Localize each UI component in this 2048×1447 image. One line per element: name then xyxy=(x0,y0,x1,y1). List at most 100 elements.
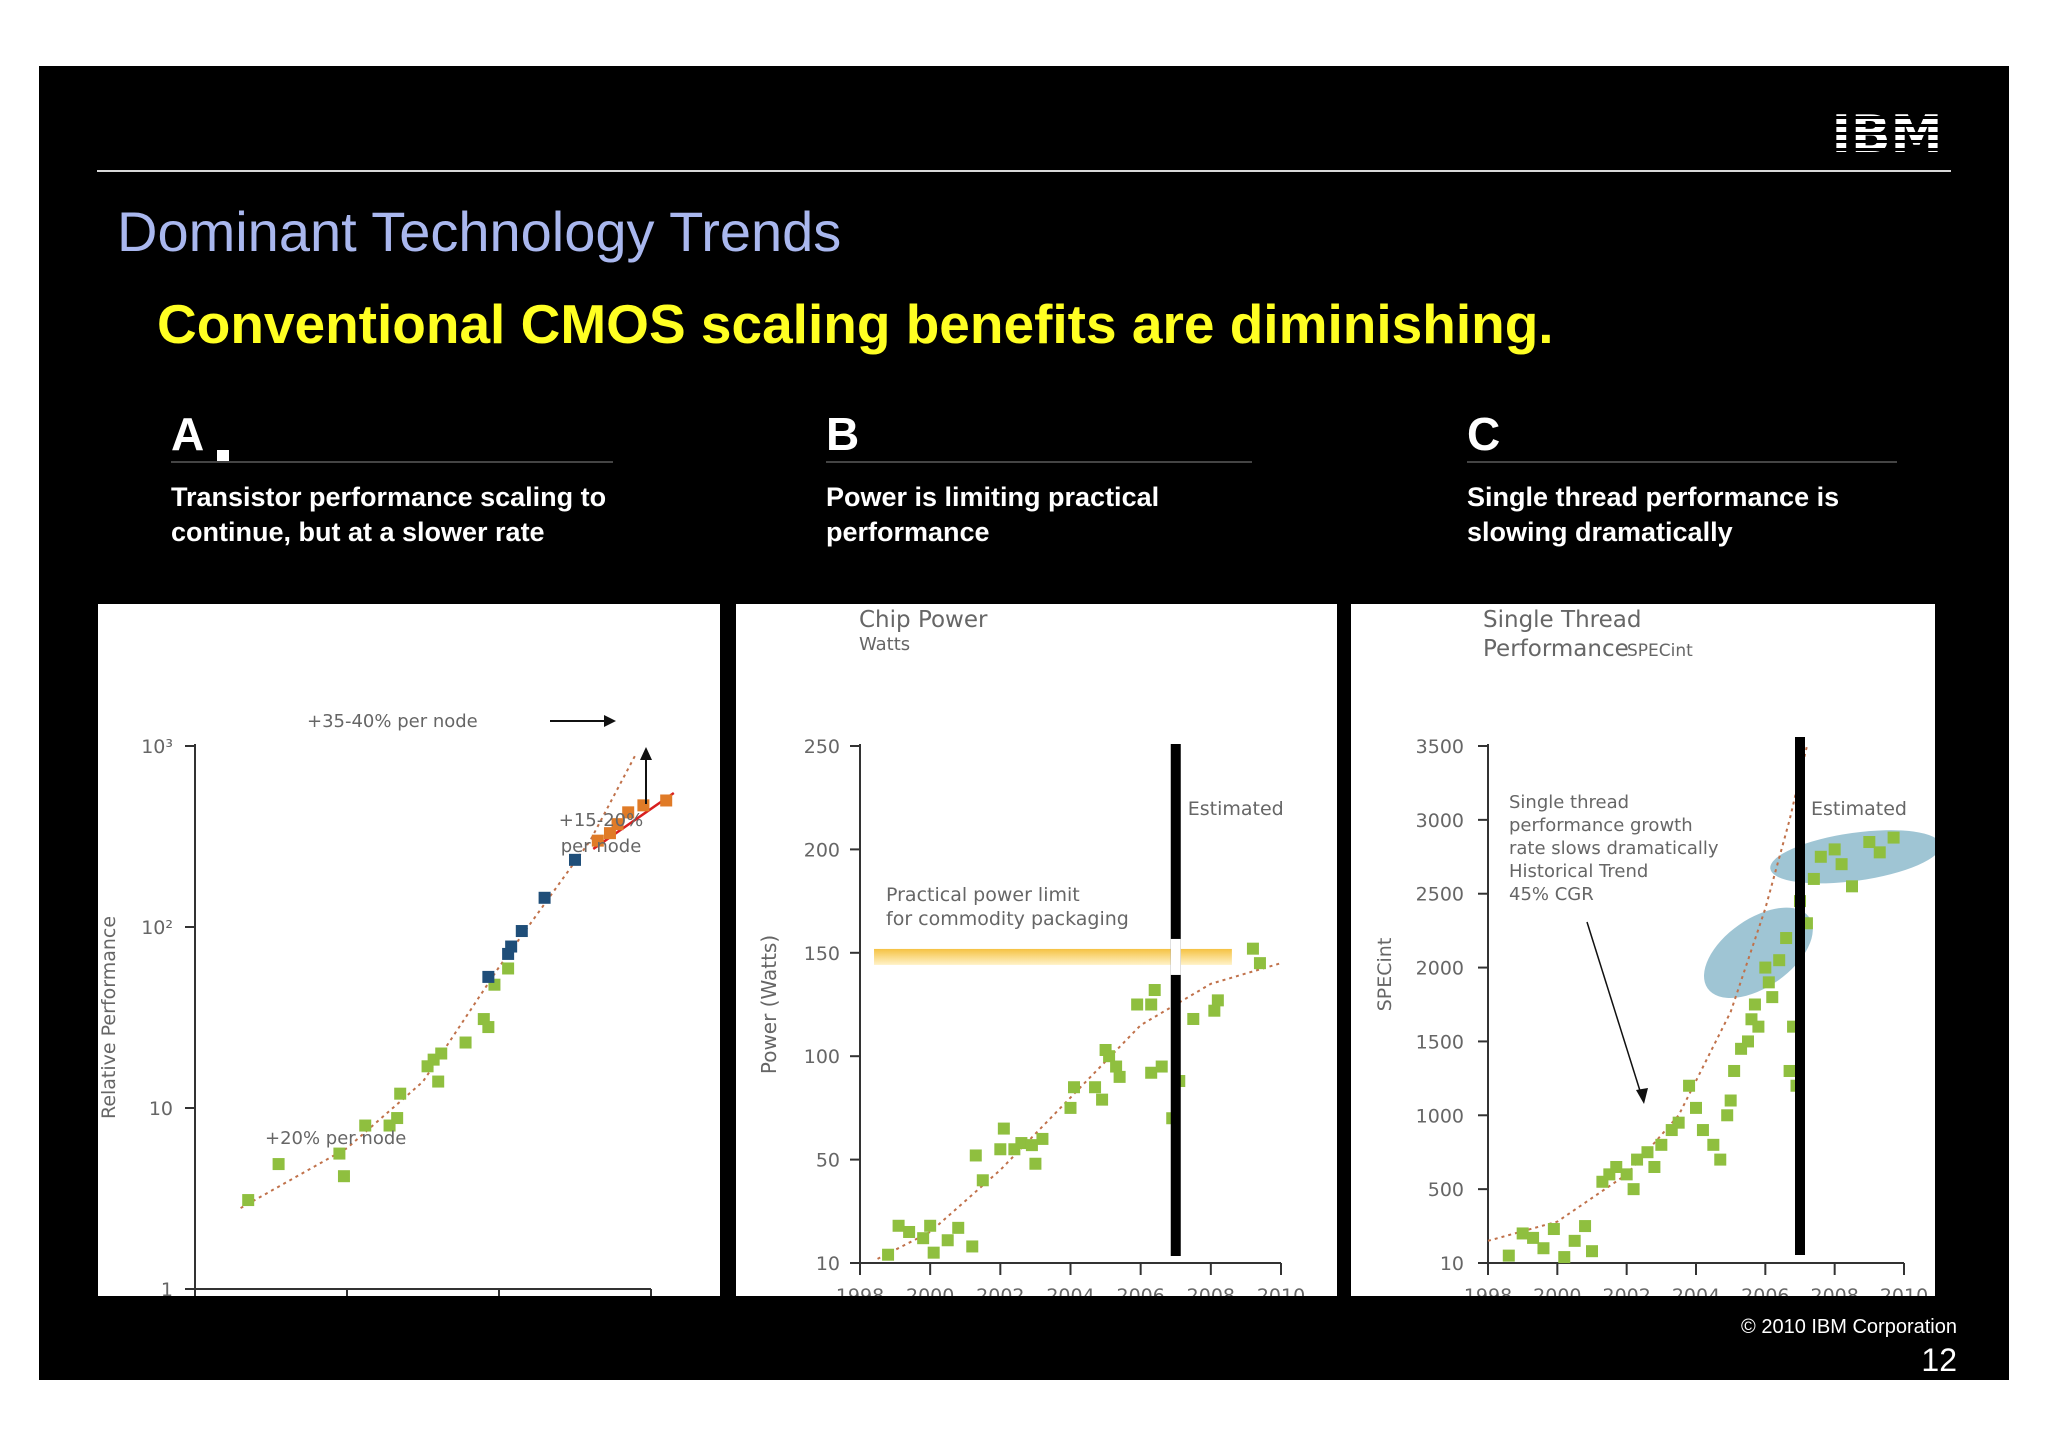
chart-c-y-tick-label: 1500 xyxy=(1416,1031,1464,1053)
chart-c-point xyxy=(1696,1124,1709,1137)
chart-c-point xyxy=(1835,858,1848,871)
chart-c-annotation-arrowhead xyxy=(1636,1088,1648,1104)
slide-title: Dominant Technology Trends xyxy=(117,200,842,263)
chart-c-estimated-divider xyxy=(1795,737,1805,1255)
column-letter-b: B xyxy=(826,408,860,460)
chart-c-x-tick-label: 2010 xyxy=(1880,1285,1928,1296)
chart-c-x-tick-label: 1998 xyxy=(1464,1285,1512,1296)
chart-b-y-tick-label: 10 xyxy=(816,1253,840,1275)
column-b-description: Power is limiting practical performance xyxy=(826,482,1160,547)
chart-b-point xyxy=(1246,942,1259,955)
chart-a-ylabel: Relative Performance xyxy=(98,916,120,1119)
chart-c-point xyxy=(1558,1251,1571,1264)
header-divider xyxy=(97,170,1951,172)
column-letter-c: C xyxy=(1467,408,1501,460)
chart-b-x-tick-label: 2006 xyxy=(1116,1285,1164,1296)
chart-b-unit: Watts xyxy=(859,634,910,655)
chart-c-point xyxy=(1721,1109,1734,1122)
chart-c-point xyxy=(1516,1227,1529,1240)
chart-b-y-tick-label: 200 xyxy=(804,839,840,861)
chart-c-x-tick-label: 2000 xyxy=(1533,1285,1581,1296)
chart-c-point xyxy=(1814,850,1827,863)
chart-c-point xyxy=(1610,1160,1623,1173)
chart-a-point xyxy=(569,853,581,866)
chart-a-annotation: +15-20% xyxy=(559,810,644,831)
chart-b-x-tick-label: 2004 xyxy=(1046,1285,1094,1296)
chart-b-title: Chip Power xyxy=(859,607,988,633)
chart-b-marks: Power (Watts) 10 50 100 150 200 250 1998 2000 200… xyxy=(757,736,1305,1296)
slide: IBM Dominant Technology Trends Conventio… xyxy=(39,66,2009,1380)
chart-c-point xyxy=(1742,1035,1754,1048)
column-a-description: Transistor performance scaling to contin… xyxy=(171,482,607,547)
chart-b-point xyxy=(1029,1157,1042,1170)
chart-b-point xyxy=(1253,957,1266,970)
chart-c-point xyxy=(1807,872,1820,885)
chart-c-point xyxy=(1773,954,1786,967)
chart-c-title: Single Thread xyxy=(1483,607,1641,633)
chart-panel-c: Single Thread Performance SPECint SPECint 10… xyxy=(1351,604,1935,1296)
chart-c-point xyxy=(1502,1249,1515,1262)
chart-b-y-tick-label: 150 xyxy=(804,943,840,965)
chart-c-annotation: performance growth xyxy=(1509,815,1693,836)
chart-c-point xyxy=(1780,932,1793,945)
chart-b-point xyxy=(1145,998,1158,1011)
chart-c-annotation: 45% CGR xyxy=(1509,884,1594,905)
chart-c-point xyxy=(1586,1245,1598,1258)
chart-a-point xyxy=(359,1119,372,1132)
chart-b-point xyxy=(1096,1093,1109,1106)
chart-c-point xyxy=(1724,1094,1737,1107)
chart-b-point xyxy=(969,1149,982,1162)
chart-b-point xyxy=(941,1234,954,1247)
chart-c-x-tick-label: 2006 xyxy=(1741,1285,1789,1296)
chart-c-point xyxy=(1603,1168,1616,1181)
chart-a-point xyxy=(333,1147,346,1160)
chart-b-point xyxy=(1131,998,1144,1011)
chart-a-point xyxy=(660,794,673,807)
column-b-divider xyxy=(826,461,1252,463)
chart-a-point xyxy=(391,1112,404,1125)
chart-c-point xyxy=(1846,880,1858,893)
chart-b-ylabel: Power (Watts) xyxy=(757,935,781,1074)
chart-a-y-tick-label: 1 xyxy=(161,1279,173,1296)
chart-c-highlight-ellipse xyxy=(1703,907,1813,998)
chart-c-title: Performance xyxy=(1483,636,1629,662)
chart-c-trend-line xyxy=(1487,745,1808,1242)
column-a-divider xyxy=(171,461,613,463)
chart-c-point xyxy=(1631,1153,1644,1166)
chart-b-point xyxy=(1208,1004,1221,1017)
chart-a-point xyxy=(591,834,604,847)
chart-c-point xyxy=(1547,1223,1560,1236)
chart-c-point xyxy=(1690,1101,1702,1114)
column-c-description: Single thread performance is slowing dra… xyxy=(1467,482,1840,547)
chart-a-annotation: per node xyxy=(561,836,642,857)
chart-a-point xyxy=(337,1170,350,1183)
chart-b-x-tick-label: 2000 xyxy=(906,1285,954,1296)
chart-b-point xyxy=(1015,1137,1028,1150)
chart-b-point xyxy=(1148,984,1161,997)
chart-a-point xyxy=(538,891,551,904)
chart-a-point xyxy=(459,1036,472,1049)
chart-b-power-limit-label: Practical power limit xyxy=(886,884,1080,906)
page-number: 12 xyxy=(1921,1342,1957,1378)
chart-a-point xyxy=(477,1013,490,1026)
chart-a-marks: 11010²10³1980199020002010+35-40% per nod… xyxy=(141,711,675,1296)
chart-b-point xyxy=(903,1225,916,1238)
chart-c-marks: Single ThreadPerformanceSPECintSPECint10… xyxy=(1374,607,1935,1296)
chart-a-annotation: +20% per node xyxy=(265,1128,406,1149)
chart-b-point xyxy=(924,1219,937,1232)
chart-b-power-limit-label: for commodity packaging xyxy=(886,908,1129,930)
chart-b-point xyxy=(1211,994,1224,1007)
chart-a-y-tick-label: 10 xyxy=(149,1098,173,1120)
chart-c-point xyxy=(1762,976,1775,989)
chart-c-point xyxy=(1887,831,1900,844)
chart-c-point xyxy=(1783,1064,1796,1077)
chart-c-point xyxy=(1863,836,1876,849)
chart-c-y-tick-label: 10 xyxy=(1440,1253,1464,1275)
chart-a-point xyxy=(611,818,624,831)
chart-b-y-tick-label: 50 xyxy=(816,1150,840,1172)
chart-b-estimated-label: Estimated xyxy=(1188,798,1284,820)
chart-b-point xyxy=(1110,1060,1123,1073)
chart-a-point xyxy=(482,1021,495,1034)
chart-c-estimated-label: Estimated xyxy=(1811,798,1907,820)
chart-a-point xyxy=(394,1087,407,1100)
